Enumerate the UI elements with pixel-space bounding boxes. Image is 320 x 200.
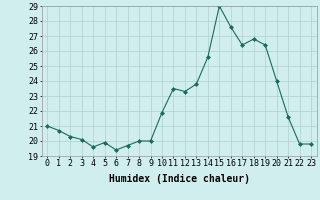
X-axis label: Humidex (Indice chaleur): Humidex (Indice chaleur)	[109, 174, 250, 184]
